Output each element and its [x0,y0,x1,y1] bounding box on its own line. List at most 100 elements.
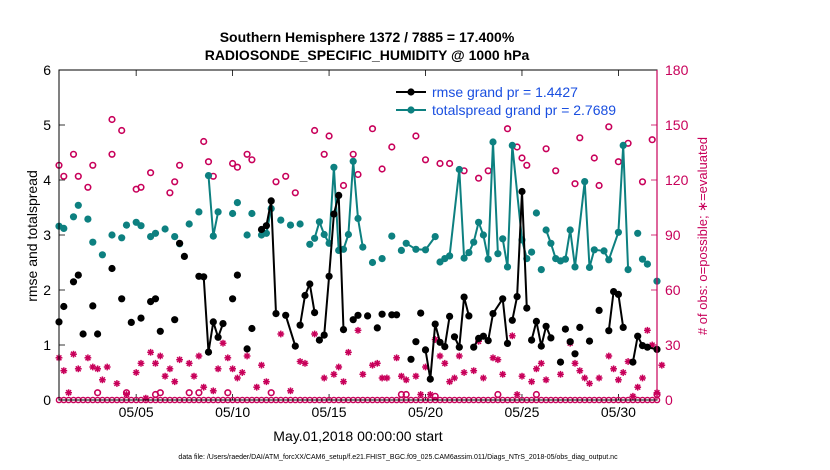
totalspread-point [60,224,68,232]
evaluated-obs-marker [639,374,646,382]
totalspread-point [311,234,319,242]
evaluated-obs-marker [499,370,507,378]
totalspread-point [581,178,589,186]
evaluated-obs-marker [533,365,540,373]
totalspread-point [161,225,169,233]
y-right-tick-label: 60 [665,282,681,298]
totalspread-point [69,213,78,221]
totalspread-point [378,255,386,263]
possible-obs-marker [185,389,193,397]
evaluated-obs-marker [335,363,343,371]
possible-obs-marker [614,158,623,166]
rmse-point [373,324,381,332]
evaluated-obs-marker [311,330,318,338]
evaluated-obs-marker [451,374,458,382]
rmse-point [537,342,545,350]
evaluated-obs-marker [571,359,579,367]
data-file-footer: data file: /Users/raeder/DAI/ATM_forcXX/… [178,454,618,461]
rmse-point [233,271,241,279]
rmse-point [489,310,497,318]
rmse-point [176,239,184,247]
evaluated-obs-marker [455,352,463,360]
possible-obs-marker [446,159,454,168]
rmse-line [299,280,316,326]
totalspread-line [607,145,630,270]
rmse-point [508,316,516,324]
rmse-point [118,295,126,303]
totalspread-point [388,232,396,240]
totalspread-line [405,236,437,251]
rmse-point [79,330,87,338]
y-right-tick-label: 30 [665,337,681,353]
rmse-point [566,338,574,346]
evaluated-obs-marker [441,359,449,367]
rmse-point [441,343,449,351]
rmse-point [349,316,357,324]
totalspread-point [108,231,116,239]
y-right-tick-label: 150 [665,117,689,133]
rmse-point [446,312,454,320]
evaluated-obs-marker [402,376,410,384]
rmse-point [542,322,550,330]
totalspread-point [171,233,179,241]
possible-obs-marker [60,172,68,180]
evaluated-obs-marker [258,361,265,369]
totalspread-point [489,138,497,146]
totalspread-point [446,252,454,260]
rmse-point [108,264,116,273]
totalspread-point [402,239,410,247]
totalspread-point [98,251,106,259]
totalspread-point [614,228,623,236]
evaluated-obs-marker [508,332,516,340]
totalspread-point [624,266,632,274]
rmse-point [378,310,386,318]
plot-area: 05/05 05/10 05/15 05/20 05/25 05/300123456030… [43,62,688,420]
evaluated-obs-marker [70,350,77,358]
possible-obs-marker [388,143,396,151]
evaluated-obs-marker [615,376,622,384]
y-right-axis-label: # of obs: o=possible; ∗=evaluated [695,137,710,335]
totalspread-point [537,266,545,274]
evaluated-obs-marker [345,348,352,356]
possible-obs-marker [368,125,377,133]
totalspread-point [89,238,97,246]
evaluated-obs-marker [359,370,367,378]
rmse-point [311,309,319,317]
evaluated-obs-marker [147,348,154,356]
totalspread-point [277,216,285,224]
possible-obs-marker [224,389,232,397]
rmse-point [614,290,623,298]
rmse-point [229,295,237,303]
evaluated-obs-marker [185,359,193,367]
rmse-point [94,330,102,338]
evaluated-obs-marker [209,387,217,395]
possible-obs-marker [93,389,102,397]
rmse-point [556,358,565,366]
possible-obs-marker [436,159,444,168]
possible-obs-marker [137,183,145,191]
rmse-point [503,339,512,347]
rmse-point [421,346,430,354]
totalspread-point [84,215,92,223]
rmse-line [424,316,451,380]
evaluated-obs-marker [470,367,478,375]
rmse-point [180,252,188,260]
rmse-point [214,333,222,341]
totalspread-point [368,258,377,267]
rmse-point [171,316,179,324]
possible-obs-marker [233,163,241,171]
rmse-point [407,355,415,363]
rmse-point [455,343,463,351]
possible-obs-marker [291,189,299,197]
evaluated-obs-marker [234,374,241,382]
evaluated-obs-marker [60,367,68,375]
possible-obs-marker [89,161,97,169]
rmse-point [354,311,362,319]
evaluated-obs-marker [393,354,400,362]
totalspread-point [315,218,323,226]
evaluated-obs-marker [287,387,294,395]
chart-subtitle: RADIOSONDE_SPECIFIC_HUMIDITY @ 1000 hPa [205,47,530,63]
x-tick-label: 05/05 [119,404,154,420]
possible-obs-marker [229,159,237,168]
rmse-point [585,337,594,345]
